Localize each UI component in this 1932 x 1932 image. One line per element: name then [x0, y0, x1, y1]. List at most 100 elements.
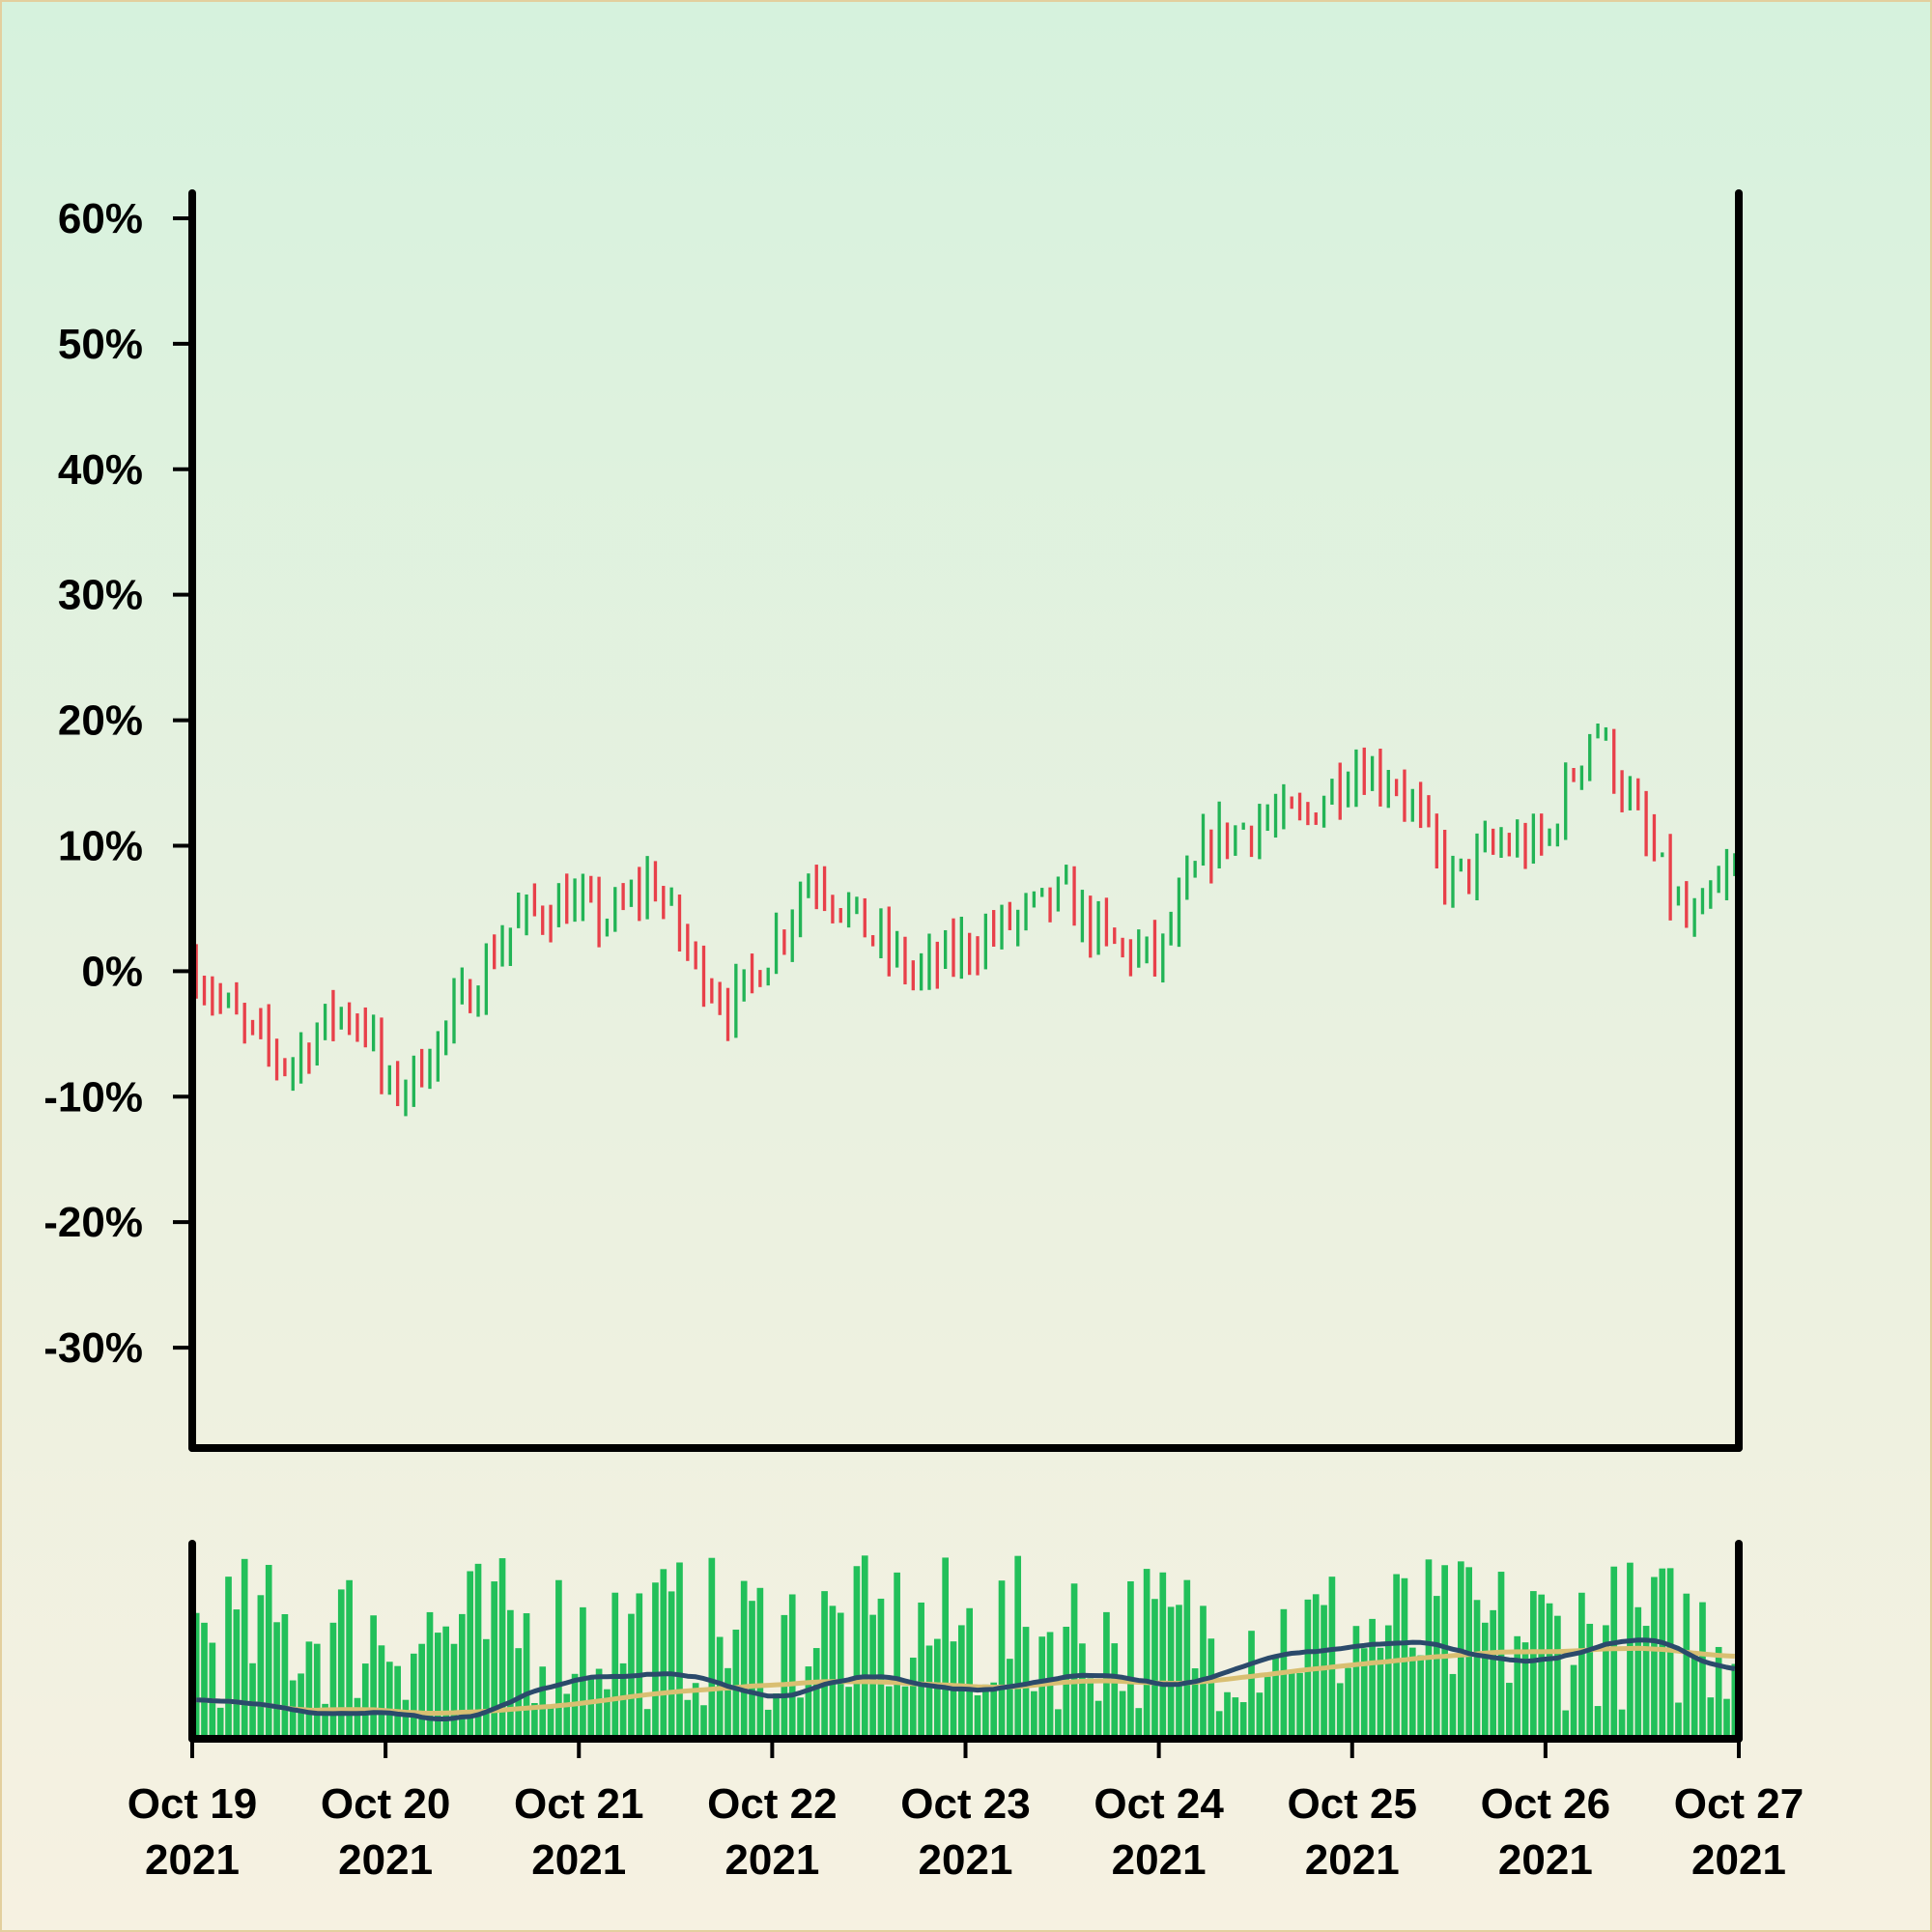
volume-bar-183: [1666, 1568, 1674, 1739]
volume-bar-161: [1490, 1609, 1497, 1739]
x-tick-label-year: 2021: [1112, 1836, 1207, 1884]
volume-bar-179: [1634, 1606, 1642, 1739]
y-tick-label: -10%: [43, 1073, 143, 1121]
volume-bar-188: [1707, 1697, 1715, 1739]
volume-bar-114: [1111, 1643, 1119, 1739]
volume-bar-59: [668, 1591, 675, 1739]
volume-bar-10: [273, 1622, 280, 1739]
volume-bar-34: [467, 1571, 474, 1739]
volume-bar-62: [692, 1683, 699, 1739]
volume-bar-71: [764, 1709, 772, 1739]
volume-bar-46: [563, 1693, 571, 1739]
volume-bar-117: [1135, 1708, 1143, 1739]
volume-bar-68: [740, 1580, 748, 1739]
volume-bar-181: [1651, 1577, 1658, 1739]
x-tick-label-year: 2021: [145, 1836, 240, 1884]
volume-bar-32: [450, 1643, 458, 1739]
volume-bar-153: [1425, 1559, 1433, 1739]
volume-bar-13: [298, 1673, 304, 1739]
volume-bar-116: [1127, 1581, 1134, 1739]
volume-bar-124: [1191, 1668, 1199, 1739]
volume-bar-7: [249, 1662, 256, 1739]
volume-bar-53: [619, 1662, 627, 1739]
x-tick-label: Oct 19 2021: [128, 1780, 258, 1884]
volume-bar-67: [732, 1629, 740, 1739]
volume-bar-102: [1014, 1555, 1022, 1739]
volume-bar-120: [1159, 1572, 1167, 1739]
volume-bar-61: [684, 1699, 692, 1739]
volume-bar-163: [1506, 1683, 1513, 1739]
volume-bar-149: [1393, 1574, 1400, 1739]
volume-bar-37: [491, 1581, 498, 1739]
volume-bar-63: [700, 1705, 707, 1739]
volume-bar-160: [1482, 1622, 1489, 1739]
volume-bar-49: [587, 1676, 595, 1739]
volume-bar-17: [329, 1622, 337, 1739]
volume-bar-134: [1272, 1655, 1279, 1739]
volume-bar-190: [1723, 1698, 1730, 1739]
volume-bar-77: [812, 1648, 820, 1739]
volume-bar-48: [580, 1606, 586, 1739]
volume-bar-20: [354, 1697, 361, 1739]
x-axis-ticks: Oct 19 2021 Oct 20 2021 Oct 21 2021 Oct 22 2021…: [128, 1739, 1804, 1884]
volume-bars: [192, 1555, 1739, 1739]
x-tick-label-year: 2021: [1305, 1836, 1400, 1884]
x-tick-label-year: 2021: [919, 1836, 1013, 1884]
volume-bar-24: [385, 1662, 393, 1739]
volume-bar-15: [313, 1643, 321, 1739]
volume-bar-33: [459, 1613, 466, 1739]
volume-bar-87: [894, 1572, 900, 1739]
volume-bar-140: [1321, 1605, 1327, 1739]
volume-bar-11: [281, 1613, 289, 1739]
volume-bar-27: [410, 1653, 417, 1739]
volume-bar-121: [1167, 1606, 1175, 1739]
volume-bar-44: [547, 1706, 554, 1739]
volume-bar-166: [1530, 1591, 1537, 1739]
volume-bar-70: [756, 1587, 764, 1739]
volume-bar-168: [1546, 1603, 1553, 1739]
volume-bar-75: [797, 1697, 804, 1739]
volume-bar-137: [1296, 1672, 1303, 1739]
volume-bar-131: [1248, 1631, 1255, 1739]
x-tick-label-month-day: Oct 20: [321, 1780, 451, 1828]
y-tick-label: 50%: [58, 321, 143, 368]
volume-bar-86: [885, 1686, 893, 1739]
volume-bar-4: [225, 1577, 232, 1739]
volume-bar-79: [829, 1605, 837, 1739]
volume-bar-165: [1521, 1642, 1529, 1739]
volume-bar-162: [1497, 1572, 1505, 1739]
volume-bar-174: [1594, 1706, 1602, 1739]
volume-bar-97: [974, 1695, 981, 1739]
volume-bar-175: [1603, 1625, 1609, 1739]
volume-bar-93: [942, 1557, 949, 1739]
x-tick-label-month-day: Oct 26: [1481, 1780, 1611, 1828]
volume-bar-180: [1642, 1626, 1650, 1739]
volume-bar-132: [1256, 1692, 1264, 1739]
x-tick-label-year: 2021: [338, 1836, 433, 1884]
volume-bar-154: [1433, 1596, 1440, 1739]
volume-bar-171: [1570, 1664, 1577, 1739]
volume-bar-88: [901, 1686, 909, 1739]
volume-bar-155: [1441, 1565, 1448, 1739]
volume-bar-16: [322, 1703, 328, 1739]
volume-bar-159: [1473, 1600, 1481, 1739]
y-tick-label: -20%: [43, 1199, 143, 1246]
volume-bar-152: [1417, 1655, 1424, 1739]
volume-bar-19: [346, 1579, 353, 1739]
y-tick-label: 10%: [58, 822, 143, 869]
volume-bar-90: [918, 1602, 924, 1739]
volume-bar-142: [1336, 1683, 1344, 1739]
volume-bar-66: [724, 1667, 731, 1739]
volume-bar-40: [515, 1648, 523, 1739]
volume-bar-26: [402, 1699, 410, 1739]
volume-bar-60: [676, 1562, 683, 1739]
x-tick-label: Oct 22 2021: [707, 1780, 838, 1884]
volume-bar-119: [1151, 1599, 1158, 1739]
volume-bar-130: [1239, 1702, 1247, 1739]
volume-bar-36: [483, 1638, 490, 1739]
volume-bar-35: [474, 1563, 482, 1739]
volume-bar-39: [507, 1609, 514, 1739]
volume-bar-91: [925, 1645, 933, 1739]
volume-bar-184: [1675, 1702, 1682, 1739]
